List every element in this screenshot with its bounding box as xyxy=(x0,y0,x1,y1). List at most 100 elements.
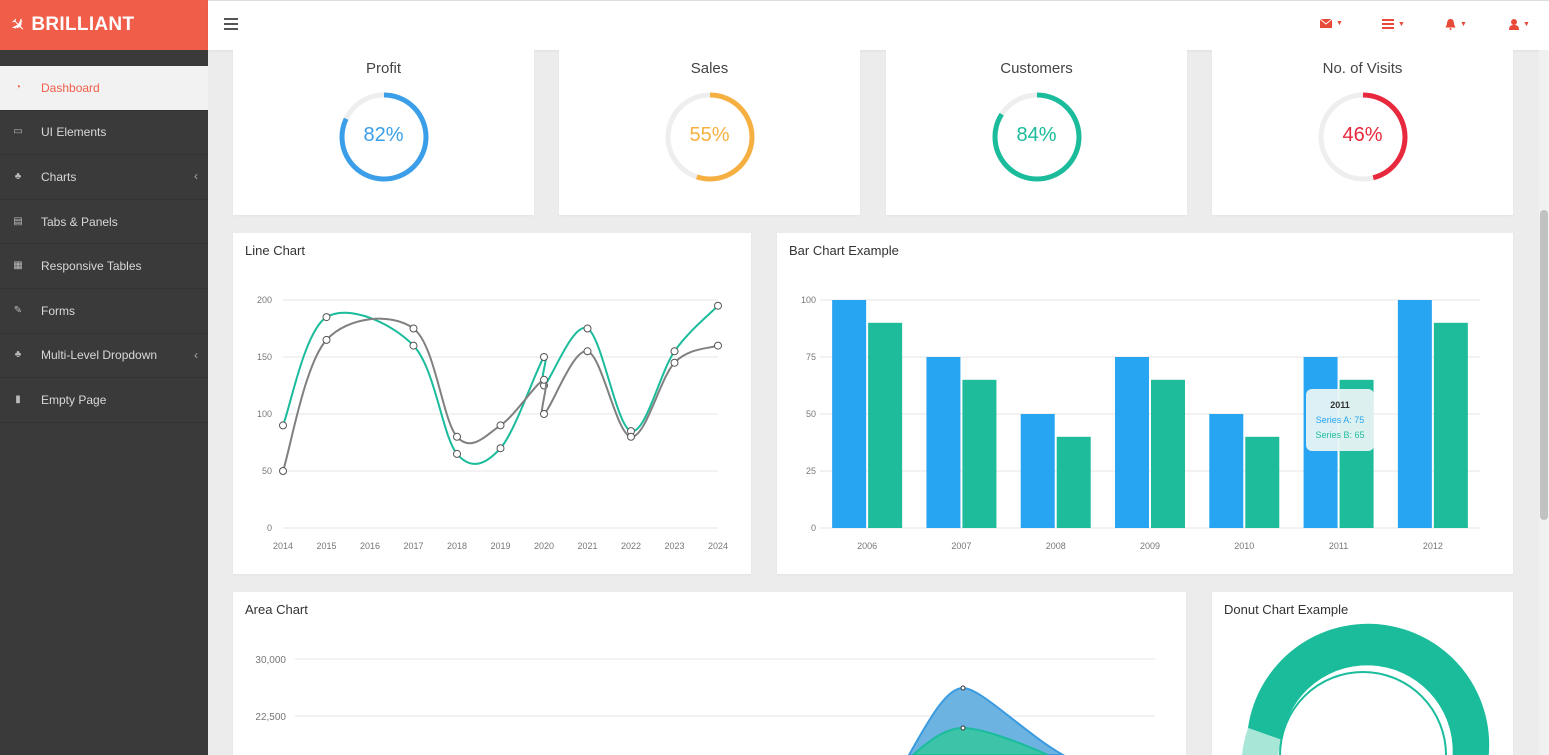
bar-chart-panel: Bar Chart Example 0 25 50 75 100 2006 2007 2008… xyxy=(777,233,1513,574)
sidebar-item-tabs-panels[interactable]: ▤ Tabs & Panels xyxy=(0,200,208,245)
bar-y-tick: 100 xyxy=(801,295,816,305)
sidebar-item-label: UI Elements xyxy=(41,125,107,140)
tasks-icon[interactable]: ▼ xyxy=(1382,19,1405,29)
line-chart-panel: Line Chart 0 50 100 150 200 2014 2015 2016 2017 2… xyxy=(233,233,751,574)
line-point[interactable] xyxy=(279,421,287,430)
bar-2012-a[interactable] xyxy=(1397,300,1432,528)
line-point[interactable] xyxy=(540,410,548,418)
sidebar-item-label: Charts xyxy=(41,169,77,184)
line-point[interactable] xyxy=(540,353,548,361)
progress-ring: 84% xyxy=(992,92,1082,182)
brand-logo[interactable]: ✈ BRILLIANT xyxy=(0,0,208,50)
area-y-tick: 30,000 xyxy=(255,655,286,666)
progress-ring: 55% xyxy=(665,92,755,182)
bar-2007-a[interactable] xyxy=(926,357,961,528)
stat-card-sales: Sales 55% xyxy=(559,50,860,215)
hamburger-menu-icon[interactable] xyxy=(224,18,238,30)
sidebar-item-multi-level-dropdown[interactable]: ♣ Multi-Level Dropdown ‹ xyxy=(0,334,208,379)
table-icon: ▦ xyxy=(13,260,23,272)
area-chart-title: Area Chart xyxy=(245,602,308,617)
sidebar-item-label: Responsive Tables xyxy=(41,259,142,274)
line-x-tick: 2017 xyxy=(403,541,423,551)
bar-2007-b[interactable] xyxy=(962,379,997,528)
user-icon[interactable]: ▼ xyxy=(1509,19,1530,30)
envelope-icon[interactable]: ▼ xyxy=(1320,19,1343,28)
sidebar-item-label: Dashboard xyxy=(41,80,100,95)
area-point xyxy=(960,725,966,731)
page-scrollbar[interactable] xyxy=(1539,50,1549,755)
sidebar-menu: ◔ Dashboard ▭ UI Elements ♣ Charts ‹ ▤ Tabs & Pa… xyxy=(0,66,208,423)
sidebar-item-charts[interactable]: ♣ Charts ‹ xyxy=(0,155,208,200)
line-point[interactable] xyxy=(583,324,592,333)
line-point[interactable] xyxy=(583,347,592,356)
area-y-tick: 22,500 xyxy=(255,712,286,723)
area-chart-panel: Area Chart 30,000 22,500 xyxy=(233,592,1186,755)
bar-x-tick: 2011 xyxy=(1329,541,1348,551)
line-point[interactable] xyxy=(496,444,505,453)
line-point[interactable] xyxy=(627,432,635,441)
sidebar-item-dashboard[interactable]: ◔ Dashboard xyxy=(0,66,208,111)
line-point[interactable] xyxy=(496,421,505,430)
bar-x-tick: 2009 xyxy=(1140,541,1160,551)
tooltip-series-a: Series A: 75 xyxy=(1315,415,1365,425)
line-x-tick: 2019 xyxy=(490,541,510,551)
stat-title: Customers xyxy=(1000,60,1073,77)
line-y-tick: 0 xyxy=(267,523,272,533)
line-point[interactable] xyxy=(409,324,418,333)
line-point[interactable] xyxy=(714,341,722,350)
line-x-tick: 2022 xyxy=(621,541,641,551)
stat-card-profit: Profit 82% xyxy=(233,50,534,215)
bar-x-tick: 2010 xyxy=(1234,541,1254,551)
stat-card-no-of-visits: No. of Visits 46% xyxy=(1212,50,1513,215)
bar-2010-a[interactable] xyxy=(1209,414,1244,528)
line-point[interactable] xyxy=(670,347,679,356)
bell-icon[interactable]: ▼ xyxy=(1445,19,1467,30)
line-point[interactable] xyxy=(540,375,548,384)
line-series-1 xyxy=(282,305,719,465)
line-point[interactable] xyxy=(409,341,418,350)
stat-percentage: 46% xyxy=(1342,124,1383,146)
bar-2009-a[interactable] xyxy=(1115,357,1149,528)
donut-chart xyxy=(1242,623,1490,755)
line-point[interactable] xyxy=(279,467,287,475)
line-point[interactable] xyxy=(670,358,679,367)
line-x-tick: 2024 xyxy=(708,541,728,551)
chevron-left-icon: ‹ xyxy=(194,169,198,184)
bar-2012-b[interactable] xyxy=(1433,322,1468,528)
sidebar-item-empty-page[interactable]: ▮ Empty Page xyxy=(0,378,208,423)
edit-icon: ✎ xyxy=(13,304,23,316)
stat-title: Sales xyxy=(690,60,729,77)
line-x-tick: 2018 xyxy=(447,541,467,551)
bar-2010-b[interactable] xyxy=(1245,436,1280,528)
bar-y-tick: 50 xyxy=(806,409,816,419)
line-y-tick: 100 xyxy=(257,409,272,419)
donut-slice-large xyxy=(1248,623,1490,755)
line-point[interactable] xyxy=(453,449,461,458)
donut-slice-small xyxy=(1242,728,1282,755)
bar-x-tick: 2007 xyxy=(951,541,971,551)
line-point[interactable] xyxy=(322,313,331,322)
line-x-tick: 2016 xyxy=(360,541,380,551)
bar-y-tick: 0 xyxy=(811,523,816,533)
line-point[interactable] xyxy=(322,335,331,344)
file-icon: ▮ xyxy=(15,393,21,405)
sidebar-item-responsive-tables[interactable]: ▦ Responsive Tables xyxy=(0,244,208,289)
sidebar-item-ui-elements[interactable]: ▭ UI Elements xyxy=(0,111,208,156)
bar-2006-a[interactable] xyxy=(832,300,867,528)
bar-2009-b[interactable] xyxy=(1151,379,1185,528)
sidebar: ✈ BRILLIANT ◔ Dashboard ▭ UI Elements ♣ Chart… xyxy=(0,0,208,755)
sidebar-item-forms[interactable]: ✎ Forms xyxy=(0,289,208,334)
scrollbar-thumb[interactable] xyxy=(1540,210,1548,520)
sidebar-item-label: Forms xyxy=(41,303,75,318)
donut-chart-panel: Donut Chart Example xyxy=(1212,592,1513,755)
line-y-tick: 50 xyxy=(262,466,272,476)
line-x-tick: 2020 xyxy=(534,541,554,551)
top-navbar: ▼ ▼ ▼ ▼ xyxy=(208,0,1549,50)
line-point[interactable] xyxy=(453,432,461,441)
bar-2006-b[interactable] xyxy=(868,322,903,528)
line-y-tick: 200 xyxy=(257,295,272,305)
line-point[interactable] xyxy=(714,301,722,310)
donut-chart-title: Donut Chart Example xyxy=(1224,602,1349,617)
bar-2008-a[interactable] xyxy=(1020,414,1055,528)
bar-2008-b[interactable] xyxy=(1056,436,1091,528)
